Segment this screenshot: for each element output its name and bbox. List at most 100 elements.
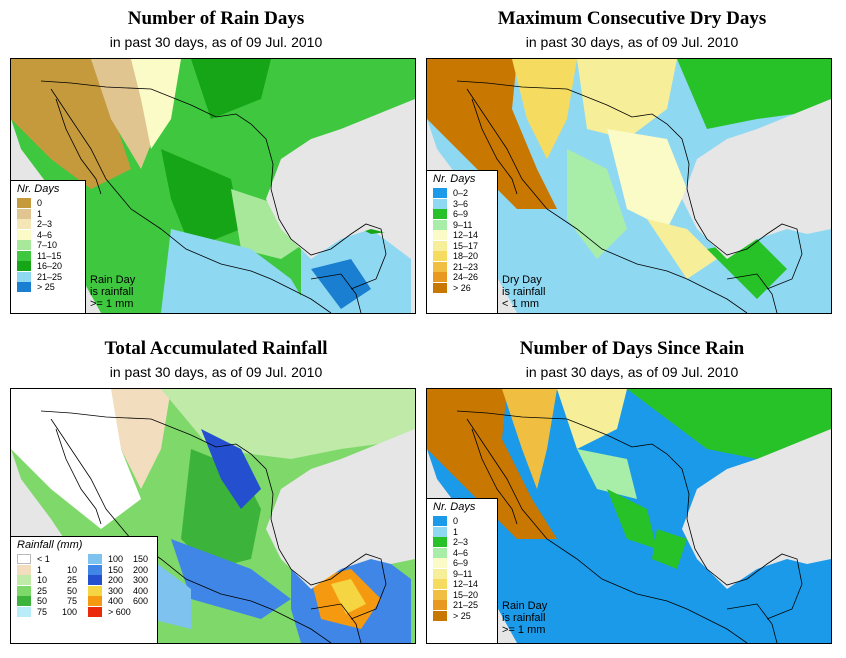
panel-rain-days: Number of Rain Days in past 30 days, as … [10,0,422,320]
legend-rain-days: Nr. Days 0 1 2–3 4–6 7–10 11–15 16–20 21… [10,180,86,314]
legend-title: Rainfall (mm) [17,539,83,551]
legend-item: 21–25 [17,271,85,283]
legend-item: 2–3 [17,219,85,230]
legend-title: Nr. Days [17,183,60,195]
legend-swatch [17,585,31,596]
legend-item: 11–15 [17,250,85,262]
legend-item: 25 50 [17,585,82,597]
legend-swatch [433,558,447,569]
panel-subtitle: in past 30 days, as of 09 Jul. 2010 [109,34,323,50]
panel-title: Total Accumulated Rainfall [104,338,328,359]
definition-note: Rain Day is rainfall >= 1 mm [502,600,548,636]
legend-item: 4–6 [17,229,85,241]
legend-item: 15–20 [433,589,497,601]
definition-note: Rain Day is rainfall >= 1 mm [90,274,136,310]
legend-item: 12–14 [433,579,497,590]
panel-title: Number of Days Since Rain [519,338,745,359]
panel-days-since-rain: Number of Days Since Rain in past 30 day… [426,330,838,650]
legend-item: 0 [433,516,497,527]
panel-title: Maximum Consecutive Dry Days [497,8,767,29]
legend-swatch [88,585,102,596]
legend-item: < 1 [17,554,82,565]
legend-item: > 26 [433,282,497,294]
legend-item: 9–11 [433,219,497,231]
legend-item: 4–6 [433,547,497,559]
legend-title: Nr. Days [433,173,476,185]
legend-swatch [433,600,447,611]
legend-item: 16–20 [17,261,85,272]
panel-total-rainfall: Total Accumulated Rainfall in past 30 da… [10,330,422,650]
legend-swatch [433,272,447,283]
legend-item: 18–20 [433,251,497,262]
legend-item: 300 400 [88,585,153,597]
legend-swatch [17,198,31,209]
legend-swatch [88,606,102,617]
legend-swatch [433,579,447,590]
legend-swatch [433,240,447,251]
legend-item: 10 25 [17,575,82,586]
legend-swatch [17,240,31,251]
legend-item: 3–6 [433,198,497,210]
legend-item: 1 [433,526,497,538]
panel-subtitle: in past 30 days, as of 09 Jul. 2010 [109,364,323,380]
legend-swatch [17,554,31,565]
legend-item: 9–11 [433,568,497,580]
legend-swatch [433,251,447,262]
legend-swatch [433,198,447,209]
legend-item: 400 600 [88,596,153,607]
legend-swatch [17,282,31,293]
legend-item: > 600 [88,606,153,618]
legend-max-dry-days: Nr. Days 0–2 3–6 6–9 9–11 12–14 15–17 18… [426,170,498,314]
legend-days-since-rain: Nr. Days 0 1 2–3 4–6 6–9 9–11 12–14 15–2… [426,498,498,644]
legend-swatch [433,516,447,527]
legend-item: > 25 [17,282,85,293]
legend-swatch [88,564,102,575]
legend-swatch [433,610,447,621]
panel-title: Number of Rain Days [127,8,305,29]
legend-total-rainfall: Rainfall (mm) < 1 100 150 1 10 150 200 10 25… [10,536,158,644]
legend-item: 6–9 [433,558,497,569]
legend-item: 21–25 [433,600,497,611]
legend-item: 6–9 [433,209,497,220]
legend-item: 75 100 [17,606,82,618]
legend-swatch [17,229,31,240]
legend-swatch [433,526,447,537]
legend-item: 15–17 [433,240,497,252]
legend-swatch [433,209,447,220]
legend-swatch [17,575,31,586]
legend-item: 150 200 [88,564,153,576]
legend-swatch [17,208,31,219]
legend-item: 1 10 [17,564,82,576]
legend-swatch [433,282,447,293]
legend-swatch [17,250,31,261]
legend-title: Nr. Days [433,501,476,513]
legend-swatch [433,568,447,579]
legend-swatch [433,261,447,272]
legend-item: 1 [17,208,85,220]
definition-note: Dry Day is rainfall < 1 mm [502,274,546,310]
panel-subtitle: in past 30 days, as of 09 Jul. 2010 [525,34,739,50]
legend-item: 200 300 [88,575,153,586]
legend-item: > 25 [433,610,497,622]
legend-swatch [433,230,447,241]
legend-swatch [433,537,447,548]
legend-item: 7–10 [17,240,85,251]
legend-item: 21–23 [433,261,497,273]
legend-swatch [433,589,447,600]
legend-item: 0 [17,198,85,209]
legend-swatch [17,261,31,272]
legend-swatch [17,596,31,607]
legend-swatch [88,596,102,607]
legend-swatch [17,219,31,230]
legend-item: 2–3 [433,537,497,548]
legend-swatch [88,575,102,586]
legend-swatch [433,547,447,558]
legend-item: 100 150 [88,554,153,565]
legend-item: 50 75 [17,596,82,607]
legend-swatch [88,554,102,565]
legend-item: 24–26 [433,272,497,283]
legend-item: 12–14 [433,230,497,241]
legend-swatch [17,564,31,575]
legend-swatch [433,188,447,199]
panel-subtitle: in past 30 days, as of 09 Jul. 2010 [525,364,739,380]
